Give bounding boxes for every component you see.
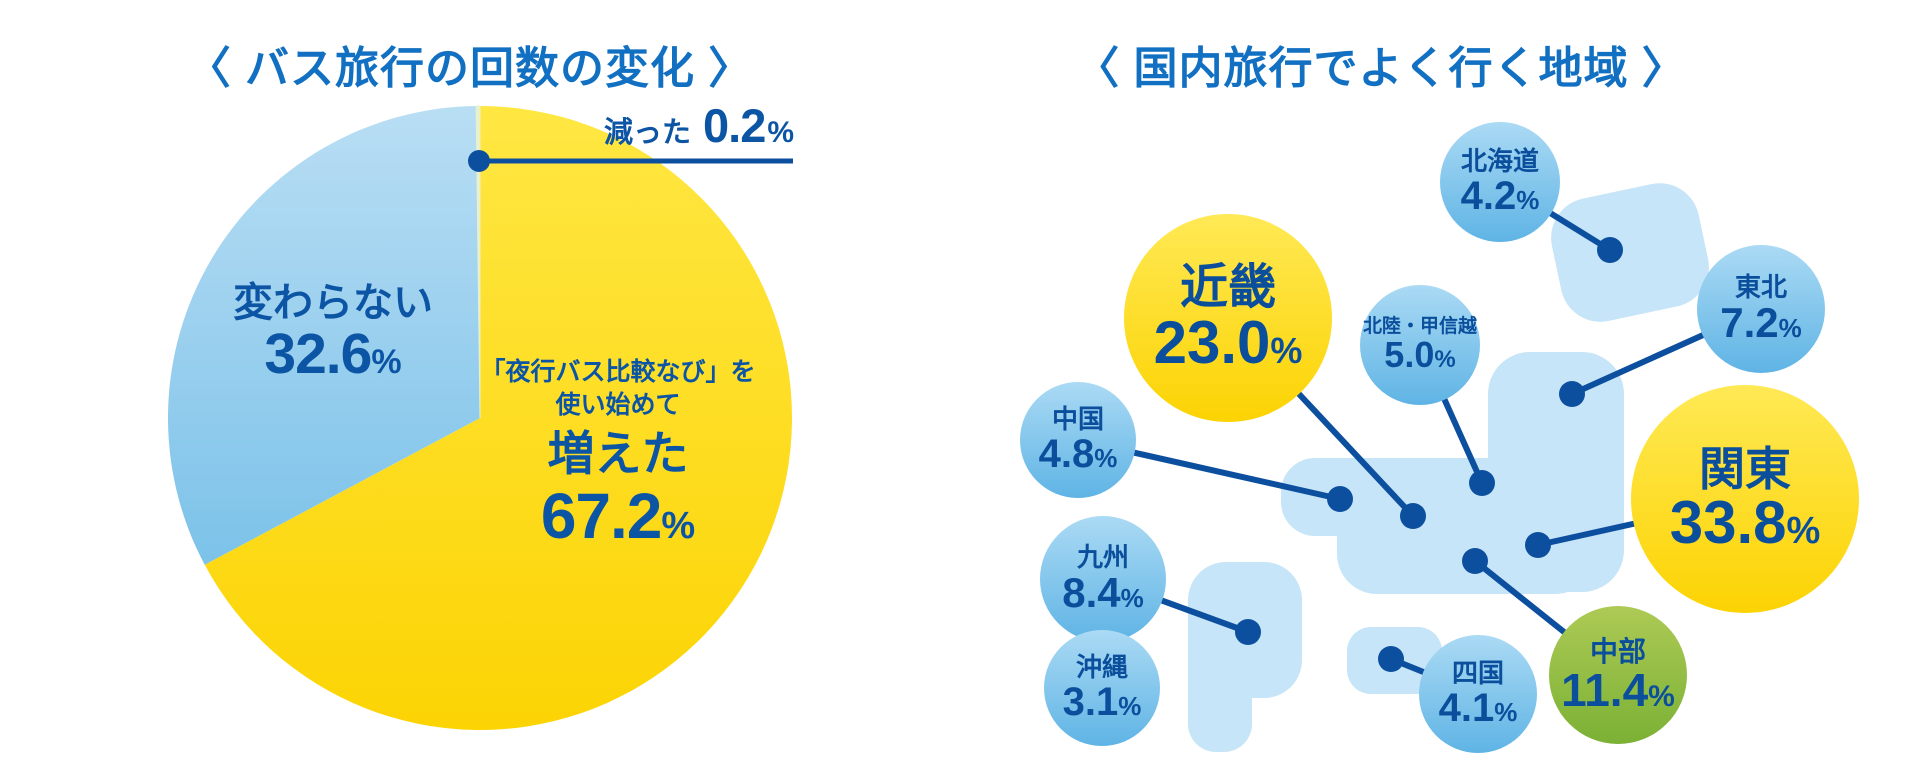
unchanged-label: 変わらない xyxy=(233,281,433,325)
map-dot-shikoku xyxy=(1378,646,1404,672)
region-value: 3.1% xyxy=(1062,679,1142,724)
bubble-shikoku: 四国 4.1% xyxy=(1419,635,1537,753)
increased-note-line1: 「夜行バス比較なび」を xyxy=(480,358,756,386)
percent-sign: % xyxy=(1786,510,1821,553)
decreased-value: 0.2 xyxy=(703,99,766,152)
percent-sign: % xyxy=(1778,312,1802,343)
region-value: 4.8% xyxy=(1038,431,1118,476)
percent-sign: % xyxy=(1434,345,1456,373)
percent-sign: % xyxy=(1494,696,1518,727)
bubble-chubu: 中部 11.4% xyxy=(1549,606,1687,744)
bubble-kinki: 近畿 23.0% xyxy=(1124,214,1332,422)
percent-sign: % xyxy=(1120,582,1144,613)
unchanged-value: 32.6% xyxy=(264,322,402,386)
bubble-kanto: 関東 33.8% xyxy=(1631,385,1859,613)
region-label: 四国 xyxy=(1451,658,1504,689)
percent-sign: % xyxy=(1516,184,1540,215)
unchanged-slice-label: 変わらない 32.6% xyxy=(183,281,483,385)
region-value: 4.1% xyxy=(1438,685,1518,730)
bubble-chugoku: 中国 4.8% xyxy=(1020,382,1136,498)
percent-sign: % xyxy=(1270,330,1303,372)
percent-sign: % xyxy=(1094,442,1118,473)
increased-label: 増えた xyxy=(547,427,689,480)
map-dot-hokkaido xyxy=(1597,237,1623,263)
increased-slice-label: 「夜行バス比較なび」を 使い始めて 増えた 67.2% xyxy=(462,356,774,550)
region-label: 近畿 xyxy=(1179,260,1276,314)
region-label: 関東 xyxy=(1699,442,1791,495)
right-chart-title: 〈 国内旅行でよく行く地域 〉 xyxy=(1075,44,1687,93)
decreased-label: 減った xyxy=(604,117,692,149)
region-value: 7.2% xyxy=(1720,298,1802,346)
percent-sign: % xyxy=(1118,690,1142,721)
region-value: 5.0% xyxy=(1384,333,1456,375)
region-label: 北海道 xyxy=(1460,146,1539,177)
bubble-okinawa: 沖縄 3.1% xyxy=(1044,630,1160,746)
region-value: 23.0% xyxy=(1153,309,1303,377)
region-label: 沖縄 xyxy=(1075,652,1128,683)
bubble-kyushu: 九州 8.4% xyxy=(1040,516,1166,642)
region-value: 8.4% xyxy=(1062,568,1144,616)
increased-value: 67.2% xyxy=(540,480,696,553)
percent-sign: % xyxy=(1648,679,1675,713)
map-dot-hokuriku xyxy=(1469,470,1495,496)
map-dot-chugoku xyxy=(1327,486,1353,512)
region-label: 東北 xyxy=(1734,272,1787,303)
bubble-tohoku: 東北 7.2% xyxy=(1697,245,1825,373)
region-label: 北陸・甲信越 xyxy=(1362,316,1477,338)
map-dot-kyushu xyxy=(1235,619,1261,645)
percent-sign: % xyxy=(371,343,402,381)
map-dot-kinki xyxy=(1400,503,1426,529)
percent-sign: % xyxy=(661,505,696,548)
region-value: 11.4% xyxy=(1561,663,1675,716)
pie-slice-increased xyxy=(204,106,793,731)
map-dot-kanto xyxy=(1525,532,1551,558)
pie-slice-unchanged xyxy=(167,106,480,565)
decreased-callout: 減った 0.2 % xyxy=(604,98,794,153)
bubble-hokuriku-koshinetsu: 北陸・甲信越 5.0% xyxy=(1360,285,1480,405)
region-label: 中部 xyxy=(1589,636,1646,668)
decreased-anchor-dot xyxy=(468,150,490,172)
region-value: 33.8% xyxy=(1669,489,1821,557)
region-value: 4.2% xyxy=(1460,173,1540,218)
pie-slice-decreased xyxy=(475,105,481,419)
map-blob-kyushu-south xyxy=(1188,634,1252,752)
increased-note-line2: 使い始めて xyxy=(555,390,681,419)
bubble-hokkaido: 北海道 4.2% xyxy=(1440,122,1560,242)
percent-sign: % xyxy=(767,116,795,149)
map-dot-chubu xyxy=(1462,548,1488,574)
left-chart-title: 〈 バス旅行の回数の変化 〉 xyxy=(186,44,754,93)
map-dot-tohoku xyxy=(1559,381,1585,407)
region-label: 九州 xyxy=(1076,542,1129,573)
region-label: 中国 xyxy=(1051,404,1104,435)
